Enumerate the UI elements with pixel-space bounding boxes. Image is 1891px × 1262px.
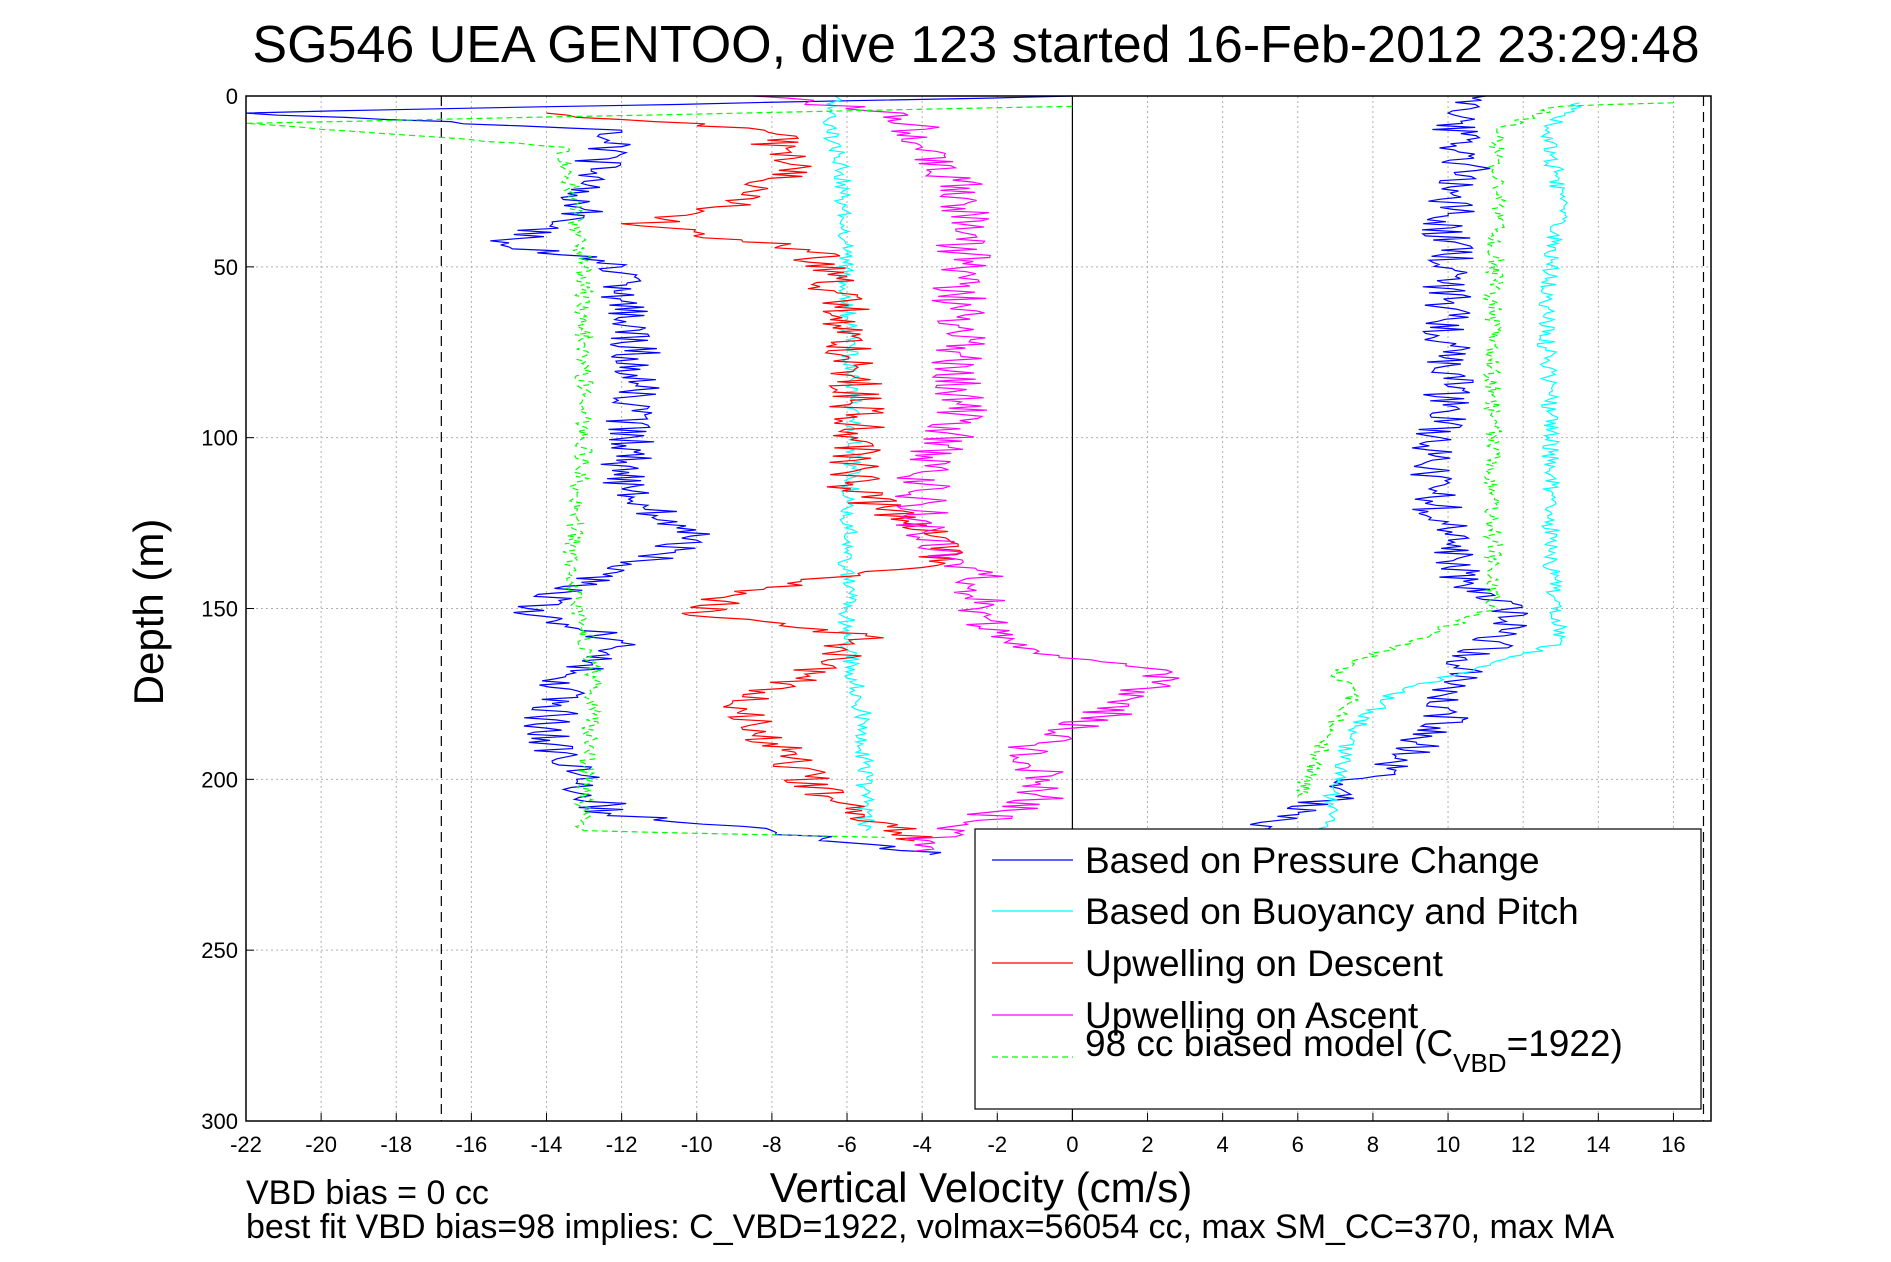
y-tick-label: 300 [201, 1109, 238, 1134]
legend-label-up_descent: Upwelling on Descent [1085, 943, 1444, 984]
x-tick-label: -22 [230, 1132, 262, 1157]
series-up_ascent-ascent [753, 95, 1180, 852]
legend-label-tail: =1922) [1507, 1023, 1623, 1064]
legend-box [974, 828, 1702, 1110]
ticks: -22 -20 -18 -16 -14 -12 -10 -8 -6 -4 -2 0 2 4 6 8 10 12 14… [201, 84, 1685, 1157]
x-tick-label: -16 [455, 1132, 487, 1157]
x-tick-label: -12 [606, 1132, 638, 1157]
chart-title: SG546 UEA GENTOO, dive 123 started 16-Fe… [252, 16, 1699, 74]
series-buoyancy-descent [822, 95, 876, 832]
y-axis-label: Depth (m) [125, 519, 172, 706]
y-tick-label: 250 [201, 938, 238, 963]
x-tick-label: 0 [1066, 1132, 1078, 1157]
y-tick-label: 0 [226, 84, 238, 109]
x-axis-label: Vertical Velocity (cm/s) [770, 1164, 1192, 1211]
x-tick-label: 4 [1217, 1132, 1229, 1157]
x-tick-label: -8 [762, 1132, 782, 1157]
x-tick-label: 10 [1436, 1132, 1460, 1157]
y-tick-label: 150 [201, 597, 238, 622]
legend-label-main: 98 cc biased model (C [1085, 1023, 1453, 1064]
y-tick-label: 50 [214, 255, 238, 280]
series-group [245, 95, 1674, 856]
series-pressure-descent [245, 95, 1073, 856]
y-tick-label: 100 [201, 426, 238, 451]
series-buoyancy-ascent [1319, 102, 1582, 832]
x-tick-label: -20 [305, 1132, 337, 1157]
series-up_descent-descent [546, 112, 964, 842]
y-tick-label: 200 [201, 767, 238, 792]
series-model-ascent [1296, 102, 1674, 797]
legend-label-buoyancy: Based on Buoyancy and Pitch [1085, 891, 1579, 932]
legend-label-model: 98 cc biased model (CVBD=1922) [1085, 1023, 1623, 1078]
x-tick-label: -2 [988, 1132, 1008, 1157]
x-tick-label: -10 [681, 1132, 713, 1157]
x-tick-label: 16 [1661, 1132, 1685, 1157]
series-model-descent [245, 105, 1073, 838]
x-tick-label: -6 [837, 1132, 857, 1157]
legend-label-subscript: VBD [1453, 1048, 1506, 1078]
x-tick-label: -14 [531, 1132, 563, 1157]
x-tick-label: 12 [1511, 1132, 1535, 1157]
legend-label-pressure: Based on Pressure Change [1085, 840, 1540, 881]
x-tick-label: -4 [912, 1132, 932, 1157]
legend: Based on Pressure Change Based on Buoyanc… [974, 828, 1702, 1110]
x-tick-label: 2 [1141, 1132, 1153, 1157]
footer-line-1: VBD bias = 0 cc [246, 1174, 489, 1212]
series-pressure-ascent [1213, 95, 1529, 849]
x-tick-label: 8 [1367, 1132, 1379, 1157]
legend-label-up_ascent: Upwelling on Ascent [1085, 995, 1419, 1036]
x-tick-label: 6 [1292, 1132, 1304, 1157]
x-tick-label: 14 [1586, 1132, 1610, 1157]
x-tick-label: -18 [380, 1132, 412, 1157]
footer-line-2: best fit VBD bias=98 implies: C_VBD=1922… [246, 1208, 1615, 1246]
